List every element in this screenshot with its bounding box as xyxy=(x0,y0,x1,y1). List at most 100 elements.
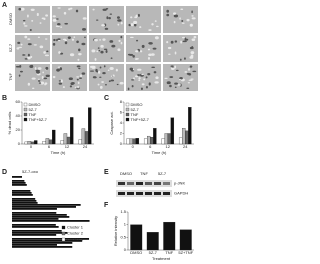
x-tick-label: 5Z+TNF xyxy=(178,250,193,255)
cell xyxy=(173,20,176,24)
cell xyxy=(134,50,137,52)
panel-label: F xyxy=(104,202,109,209)
cell xyxy=(100,50,104,54)
cell xyxy=(75,9,79,13)
cell xyxy=(77,81,80,85)
legend-label: Cluster 3 xyxy=(67,237,84,242)
band xyxy=(118,182,125,185)
stripe xyxy=(12,234,57,236)
cell xyxy=(37,67,42,70)
cell xyxy=(155,76,159,80)
cell xyxy=(18,7,22,11)
stripe xyxy=(12,244,58,246)
cell xyxy=(190,78,194,80)
cell xyxy=(141,73,144,76)
cell xyxy=(186,87,190,90)
bar xyxy=(135,138,140,145)
cell xyxy=(52,75,56,79)
panel-title: 5Z-7-oxo xyxy=(22,169,39,174)
y-tick-label: 0.5 xyxy=(120,234,126,239)
stripe xyxy=(12,210,87,212)
cell xyxy=(184,37,187,40)
cell xyxy=(71,38,75,41)
cell xyxy=(99,85,103,89)
cell xyxy=(167,46,172,50)
bar xyxy=(147,135,151,145)
cell xyxy=(148,29,152,32)
x-axis-label: Treatment xyxy=(152,256,171,261)
cell xyxy=(57,38,61,41)
cell xyxy=(143,78,146,81)
cell xyxy=(94,57,97,61)
band-label: p-JNK xyxy=(174,181,185,186)
cell xyxy=(120,35,123,39)
cell xyxy=(53,38,56,42)
cell xyxy=(138,79,141,82)
cell xyxy=(76,76,80,78)
cell xyxy=(137,13,140,17)
x-tick-label: 6 xyxy=(48,144,51,149)
cell xyxy=(30,8,35,11)
cell xyxy=(24,35,28,39)
cell xyxy=(164,77,168,80)
cell xyxy=(177,84,182,86)
x-axis-label: Time (h) xyxy=(152,150,167,155)
cell xyxy=(187,68,191,71)
cell xyxy=(166,40,169,44)
cell xyxy=(135,58,138,60)
bar xyxy=(161,138,165,145)
cell xyxy=(45,14,49,17)
cell xyxy=(141,44,145,48)
cell xyxy=(97,83,100,86)
band xyxy=(127,192,134,195)
cell xyxy=(20,7,25,11)
stripe xyxy=(12,222,84,224)
cell xyxy=(36,70,40,74)
y-tick-label: 0 xyxy=(18,141,21,146)
cell xyxy=(135,14,138,18)
band xyxy=(145,192,152,195)
cell xyxy=(109,67,114,70)
bar xyxy=(170,117,175,145)
x-tick-label: 0 xyxy=(30,144,33,149)
x-tick-label: 12 xyxy=(166,144,171,149)
cell xyxy=(169,76,174,78)
cell xyxy=(174,86,177,88)
cell xyxy=(117,48,121,52)
bar xyxy=(70,117,74,145)
stripe xyxy=(12,232,68,234)
stripe xyxy=(12,236,90,238)
cell xyxy=(133,20,138,24)
legend-swatch xyxy=(61,225,66,230)
cell xyxy=(103,65,106,68)
x-tick-label: 5Z-7 xyxy=(149,250,158,255)
stripe xyxy=(12,228,61,230)
cell xyxy=(92,8,95,11)
cell xyxy=(94,38,98,42)
cell xyxy=(179,58,182,61)
cell xyxy=(82,27,87,31)
bar xyxy=(30,141,35,145)
stripe xyxy=(12,182,26,184)
cell xyxy=(82,17,87,20)
y-tick-label: 2 xyxy=(120,131,123,136)
cell xyxy=(135,75,139,78)
bar xyxy=(163,221,176,251)
cell xyxy=(166,13,170,17)
bar xyxy=(150,137,154,145)
cell xyxy=(76,65,81,68)
bar xyxy=(66,136,71,145)
cell xyxy=(117,23,120,26)
cell xyxy=(92,76,97,79)
cell xyxy=(166,81,171,85)
bar xyxy=(88,107,92,145)
legend-swatch xyxy=(23,117,28,122)
cell xyxy=(59,67,63,71)
row-label: 5Z-7 xyxy=(8,43,13,52)
x-tick-label: 0 xyxy=(132,144,135,149)
cell xyxy=(39,22,42,24)
cell xyxy=(99,76,102,78)
cell xyxy=(30,64,33,68)
cell xyxy=(77,58,80,61)
cell xyxy=(181,36,186,39)
